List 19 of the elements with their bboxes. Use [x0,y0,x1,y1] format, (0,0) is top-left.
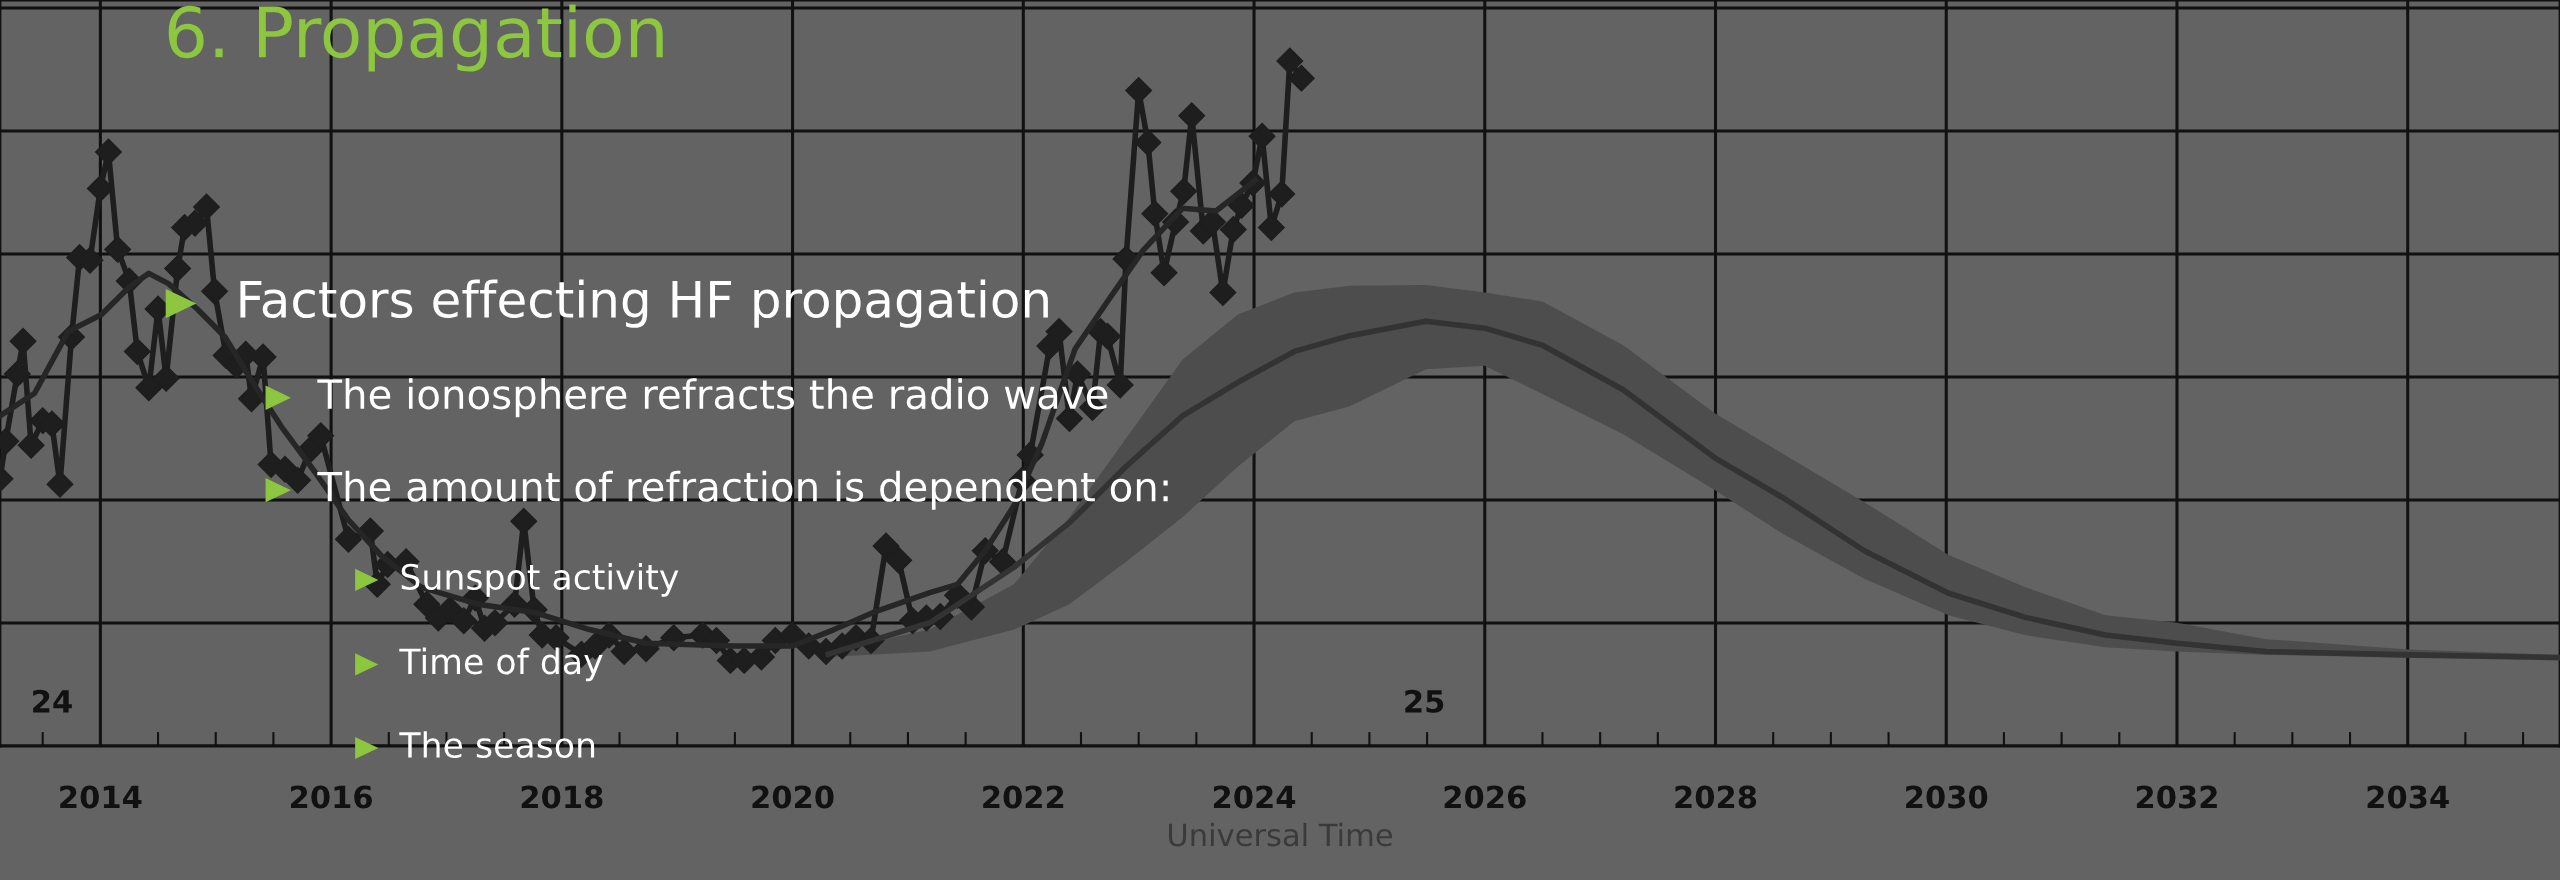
x-tick-label: 2026 [1444,785,1526,809]
x-tick-label: 2018 [521,785,603,809]
annotation: Sunspot activity [401,563,679,597]
annotation: Time of day [399,647,603,682]
x-tick-label: 2032 [2136,785,2217,809]
annotation: 25 [1405,689,1444,713]
annotation: 24 [33,689,72,713]
x-tick-label: 2030 [1906,785,1988,809]
x-tick-label: 2014 [60,785,142,809]
x-tick-label: 2020 [752,785,834,809]
annotation: The ionosphere refracts the radio wave [317,378,1108,418]
x-tick-label: 2022 [983,785,1064,809]
annotation: Factors effecting HF propagation [240,279,1048,328]
annotation: The amount of refraction is dependent on: [317,470,1168,510]
x-tick-label: 2034 [2367,785,2449,809]
x-tick-label: 2028 [1675,785,1757,809]
x-tick-label: 2016 [291,785,372,809]
x-tick-label: 2024 [1213,785,1296,809]
annotation: The season [399,731,595,759]
